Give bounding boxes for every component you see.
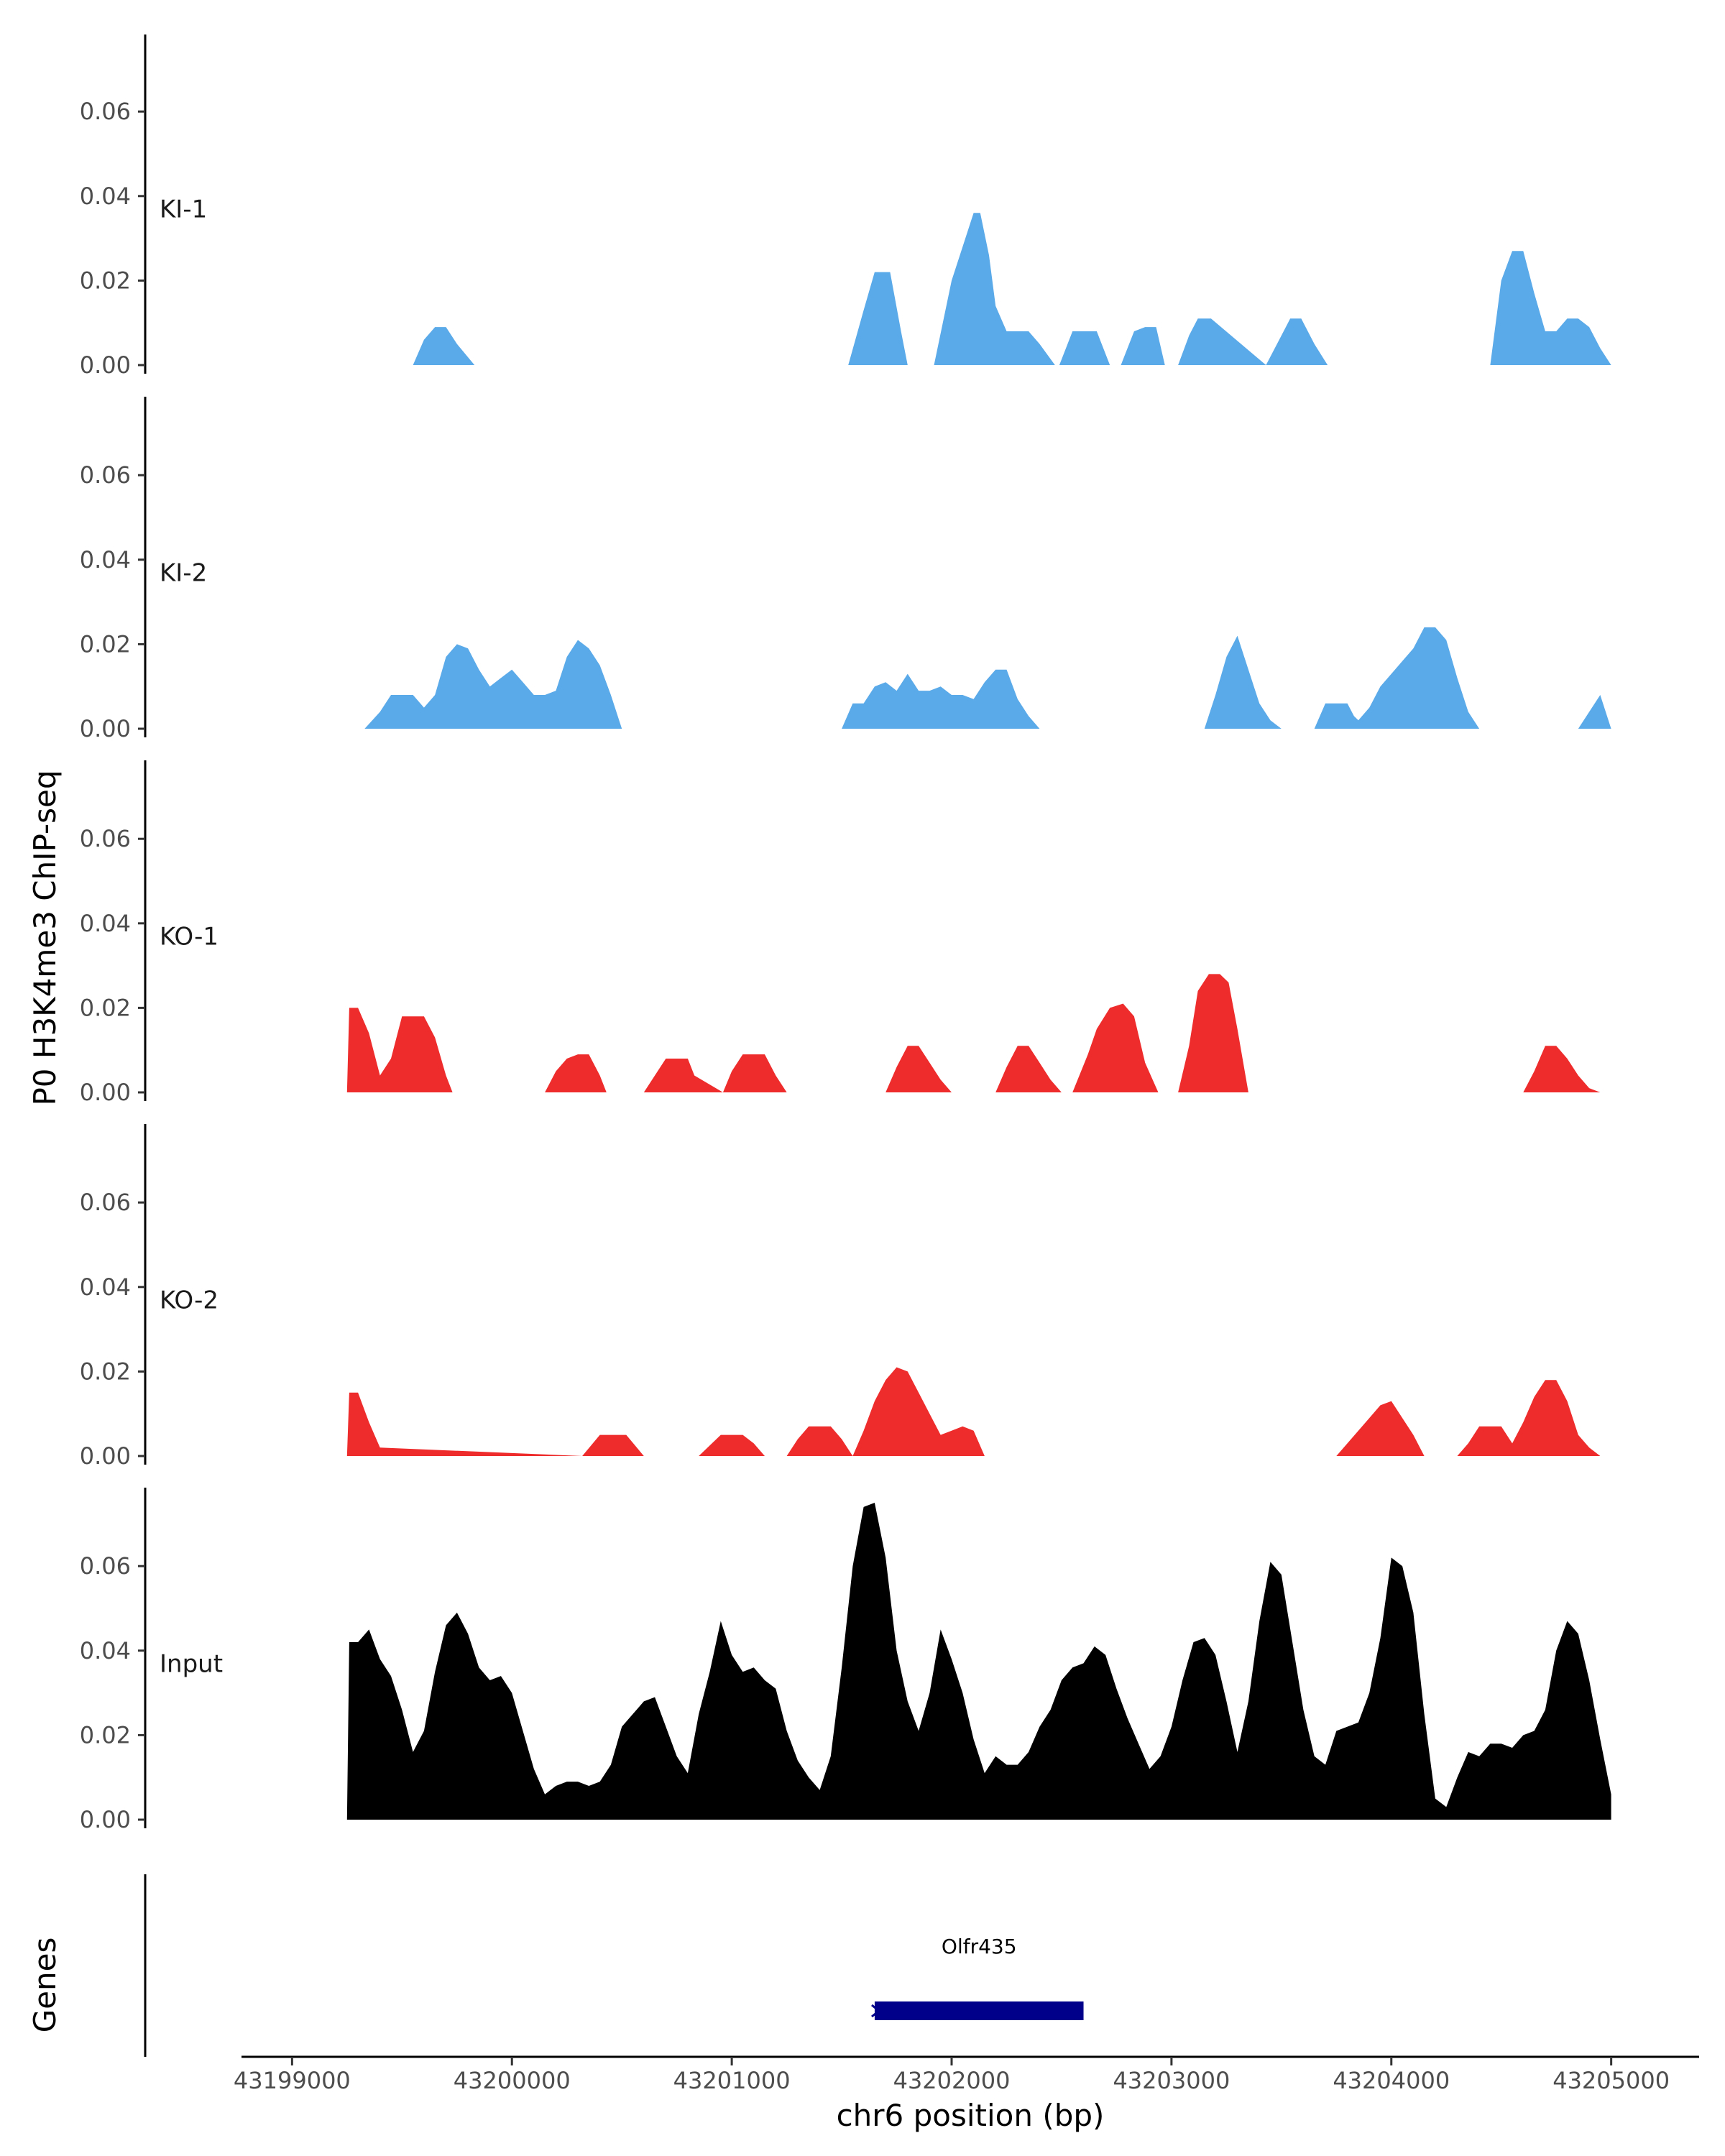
track-label-ko-2: KO-2 — [160, 1286, 218, 1314]
track-input: 0.00 0.02 0.04 0.06 Input — [80, 1488, 1611, 1833]
x-tick-label: 43204000 — [1333, 2067, 1450, 2094]
x-tick-label: 43205000 — [1552, 2067, 1670, 2094]
signal-area-ki-1 — [413, 213, 1611, 365]
signal-area-input — [346, 1503, 1611, 1820]
gene-label: Olfr435 — [942, 1935, 1017, 1958]
y-tick-label: 0.00 — [80, 1806, 131, 1833]
track-ko-1: 0.00 0.02 0.04 0.06 KO-1 — [80, 760, 1601, 1106]
x-axis: 43199000 43200000 43201000 43202000 43203000… — [234, 2055, 1699, 2094]
y-tick-label: 0.04 — [80, 546, 131, 573]
y-tick-label: 0.06 — [80, 461, 131, 489]
track-panels: 0.00 0.02 0.04 0.06 KI-1 0.00 0.02 0.04 0.06 KI-2… — [80, 34, 1611, 1833]
y-tick-label: 0.04 — [80, 910, 131, 937]
y-tick-label: 0.04 — [80, 183, 131, 210]
y-tick-label: 0.00 — [80, 351, 131, 379]
track-label-ki-1: KI-1 — [160, 195, 207, 224]
y-tick-label: 0.06 — [80, 1552, 131, 1580]
signal-area-ko-2 — [346, 1367, 1601, 1456]
y-tick-label: 0.06 — [80, 98, 131, 125]
x-tick-label: 43199000 — [234, 2067, 351, 2094]
genes-axis-title: Genes — [27, 1938, 63, 2033]
x-axis-title: chr6 position (bp) — [837, 2098, 1105, 2133]
y-tick-label: 0.00 — [80, 1079, 131, 1106]
track-ki-2: 0.00 0.02 0.04 0.06 KI-2 — [80, 397, 1611, 742]
x-tick-label: 43202000 — [893, 2067, 1011, 2094]
track-label-ki-2: KI-2 — [160, 558, 207, 587]
gene-panel: Olfr435 — [144, 1874, 1084, 2057]
y-tick-label: 0.00 — [80, 715, 131, 742]
y-axis-title: P0 H3K4me3 ChIP-seq — [27, 770, 63, 1105]
x-tick-label: 43203000 — [1113, 2067, 1230, 2094]
y-tick-label: 0.02 — [80, 1721, 131, 1749]
x-tick-label: 43201000 — [673, 2067, 791, 2094]
y-tick-label: 0.02 — [80, 267, 131, 294]
y-tick-label: 0.02 — [80, 994, 131, 1021]
gene-strand-marker — [871, 2004, 881, 2018]
gene-body — [874, 2001, 1084, 2020]
track-ki-1: 0.00 0.02 0.04 0.06 KI-1 — [80, 34, 1611, 379]
y-tick-label: 0.04 — [80, 1273, 131, 1301]
signal-area-ko-1 — [346, 974, 1601, 1092]
y-tick-label: 0.00 — [80, 1442, 131, 1470]
y-tick-label: 0.06 — [80, 1189, 131, 1216]
x-tick-label: 43200000 — [454, 2067, 571, 2094]
y-tick-label: 0.02 — [80, 630, 131, 658]
y-tick-label: 0.04 — [80, 1637, 131, 1664]
track-label-input: Input — [160, 1649, 223, 1678]
signal-area-ki-2 — [364, 627, 1611, 729]
y-tick-label: 0.02 — [80, 1358, 131, 1385]
track-label-ko-1: KO-1 — [160, 922, 218, 951]
y-tick-label: 0.06 — [80, 825, 131, 852]
track-ko-2: 0.00 0.02 0.04 0.06 KO-2 — [80, 1124, 1601, 1470]
